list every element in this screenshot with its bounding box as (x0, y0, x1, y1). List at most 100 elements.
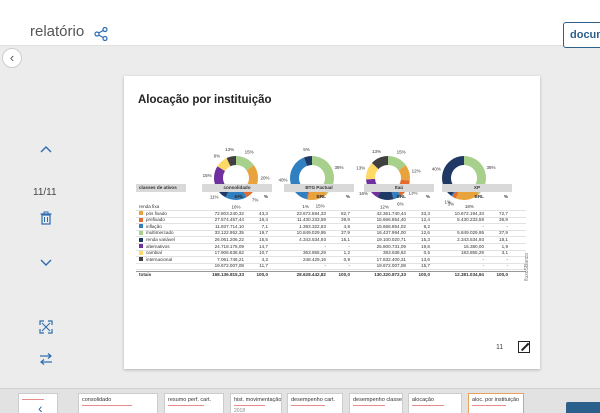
donut-slice-label: 12% (380, 204, 389, 209)
thumbnail[interactable]: consolidado (78, 393, 158, 413)
donut-slice-label: 13% (356, 166, 365, 171)
column-subheader: % (345, 194, 350, 199)
table-cell: 11.937.714,10 (214, 223, 244, 229)
table-cell: 24.718.175,09 (214, 243, 244, 249)
donut-slice-label: 20% (260, 176, 269, 181)
table-cell: 10.849.029,95 (296, 230, 326, 236)
table-cell: 37,9 (499, 230, 508, 236)
table-cell: 23.672.584,33 (296, 210, 326, 216)
totals-cell: 100,0 (418, 272, 431, 277)
thumbnail[interactable]: hist. movimentação 2018 (230, 393, 282, 413)
table-cell: - (348, 263, 350, 269)
thumbnail-title: aloc. por instituição (472, 397, 520, 403)
donut-slice-label: 40% (432, 167, 441, 172)
thumbnail-underline (353, 405, 386, 406)
row-label: prefixado (146, 217, 165, 223)
table-cell: 12,6 (421, 230, 430, 236)
row-divider (136, 210, 526, 211)
column-header: classes de ativos (136, 184, 186, 192)
color-swatch (139, 211, 143, 216)
table-cell: 14,7 (259, 243, 268, 249)
table-cell: 7,1 (261, 223, 268, 229)
bank-logo (518, 341, 530, 353)
donut-slice-label: 11% (210, 195, 219, 200)
table-cell: - (482, 263, 484, 269)
thumbnail[interactable]: desempenho cart. (287, 393, 343, 413)
chevron-left-icon[interactable]: ‹ (38, 400, 43, 413)
table-cell: 15.380,00 (463, 243, 484, 249)
document-page: Alocação por instituição 15% 20% 7% 16% 11% 1… (124, 76, 540, 369)
column-subheader: % (425, 194, 430, 199)
thumbnail[interactable] (18, 393, 58, 413)
table-cell: 4,2 (261, 256, 268, 262)
table-cell: 72,7 (499, 210, 508, 216)
table-cell: 10,7 (259, 250, 268, 256)
table-cell: - (348, 243, 350, 249)
thumbnail[interactable]: desempenho classe (349, 393, 403, 413)
chevron-down-icon[interactable] (39, 255, 53, 269)
totals-cell: 100,0 (338, 272, 351, 277)
back-button[interactable]: ‹ (2, 48, 22, 68)
expand-icon[interactable] (39, 320, 53, 334)
row-divider (136, 236, 526, 238)
row-label: alternativos (146, 243, 170, 249)
totals-cell: 12.381.034,94 (454, 272, 484, 277)
donut-slice-label: 12% (412, 168, 421, 173)
donut-slice (214, 166, 226, 187)
swap-icon[interactable] (39, 352, 53, 366)
row-label: internacional (146, 256, 173, 262)
chevron-up-icon[interactable] (39, 143, 53, 157)
donut-slice-label: 18% (465, 204, 474, 209)
row-divider (136, 223, 526, 225)
donut-slice (226, 156, 236, 167)
donut-slice-label: 9% (214, 154, 221, 159)
table-cell: 42.361.740,44 (376, 210, 406, 216)
table-cell: 183.855,29 (461, 250, 484, 256)
documents-button[interactable]: documentos (563, 22, 600, 48)
table-cell: 17.906.638,62 (214, 250, 244, 256)
page-counter: 11/11 (33, 187, 57, 198)
thumbnail[interactable]: alocação (408, 393, 462, 413)
table-cell: 5.849.029,95 (457, 230, 484, 236)
donut-slice (388, 156, 406, 171)
thumbnail-underline (22, 399, 45, 400)
action-button[interactable] (566, 402, 600, 413)
trash-icon[interactable] (39, 211, 53, 225)
app-title: relatório (30, 23, 85, 40)
donut-slice-label: 15% (203, 173, 212, 178)
table-cell: 39,9 (341, 217, 350, 223)
donut-slice (236, 156, 254, 171)
table-cell: 16,4 (259, 217, 268, 223)
chevron-left-icon: ‹ (9, 50, 15, 65)
column-subheader: BRL (234, 194, 244, 199)
table-cell: 19,7 (259, 230, 268, 236)
top-bar: relatório documentos (0, 0, 600, 48)
row-label: pós fixado (146, 210, 167, 216)
donut-slice-label: 13% (372, 149, 381, 154)
totals-cell: 28.628.442,82 (296, 272, 326, 277)
thumbnail-underline (234, 405, 265, 406)
table-cell: 5.430.233,59 (457, 217, 484, 223)
totals-cell: 100,0 (256, 272, 269, 277)
thumbnail[interactable]: aloc. por instituição (468, 393, 524, 413)
table-cell: 37,9 (341, 230, 350, 236)
color-swatch (139, 224, 143, 229)
thumbnail[interactable]: resumo perf. cart. (164, 393, 224, 413)
color-swatch (139, 237, 143, 242)
color-swatch (139, 230, 143, 235)
table-cell: 43,3 (259, 210, 268, 216)
totals-cell: 130.320.872,33 (374, 272, 406, 277)
color-swatch (139, 250, 143, 255)
table-cell: 15,5 (259, 237, 268, 242)
share-icon[interactable] (94, 27, 108, 41)
table-cell: 25.800.731,09 (376, 243, 406, 249)
thumbnail-strip: consolidado resumo perf. cart. hist. movim… (0, 388, 600, 413)
institution-header: Itaú (364, 184, 434, 192)
table-cell: 27.574.457,44 (214, 217, 244, 223)
table-cell: 13,6 (421, 256, 430, 262)
donut-slice (306, 190, 310, 200)
table-cell: 11.430.233,59 (296, 217, 326, 223)
totals-cell: 100,0 (496, 272, 509, 277)
table-cell: 36,9 (499, 217, 508, 223)
column-subheader: BRL (316, 194, 326, 199)
